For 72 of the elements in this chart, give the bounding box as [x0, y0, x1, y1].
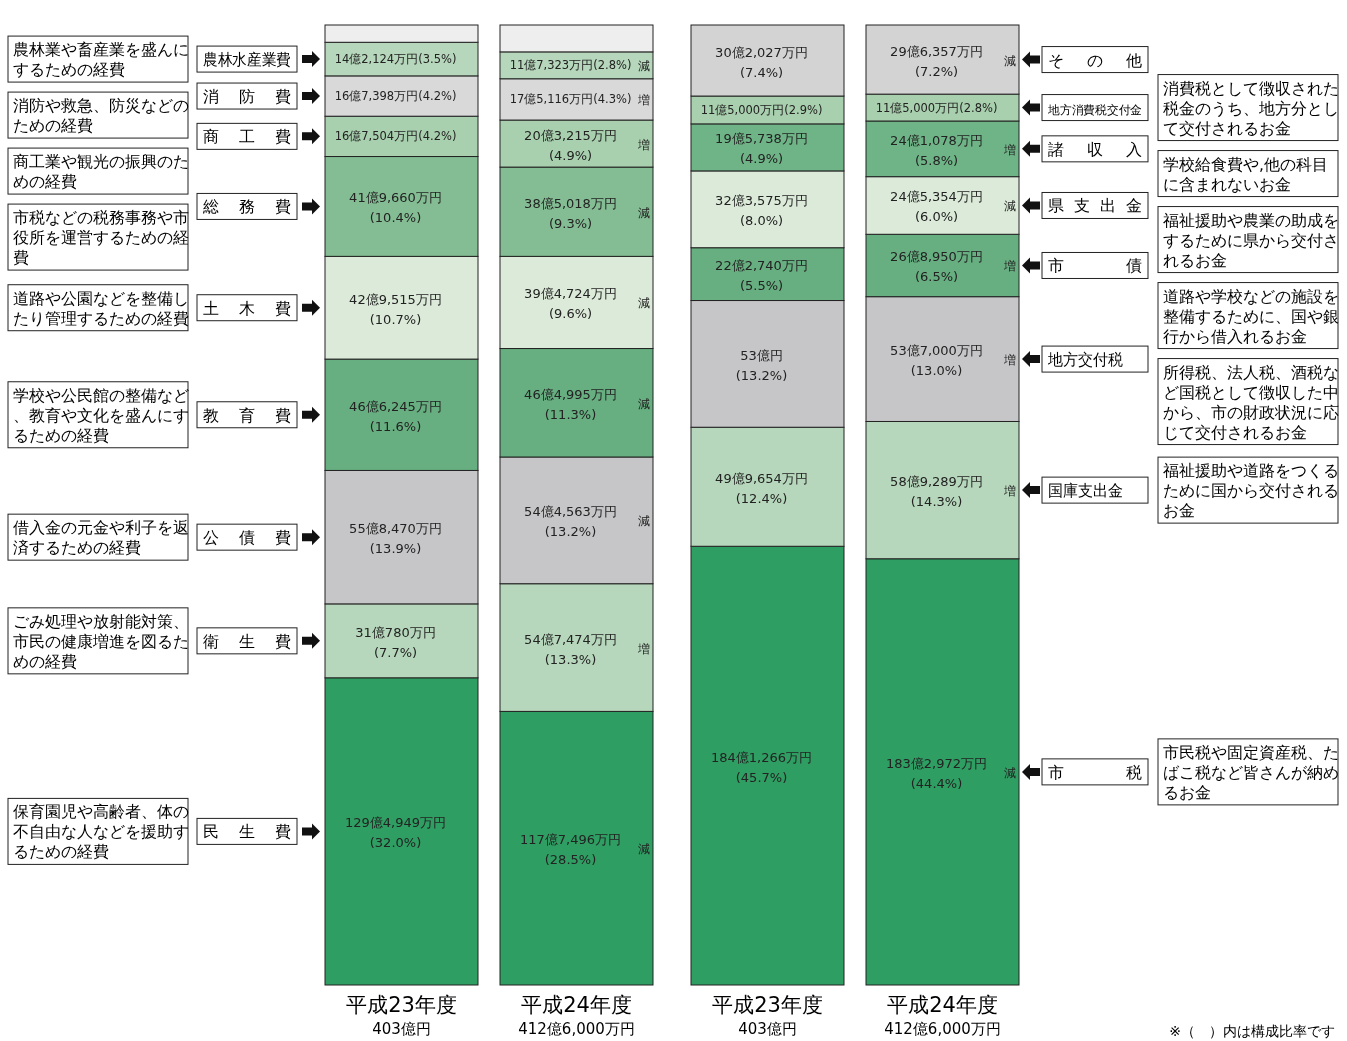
text: 市税などの税務事務や市役所を運営するための経費 — [13, 209, 189, 268]
series-label: 諸収入 — [1048, 139, 1142, 159]
text: 26億8,950万円(6.5%) 増 — [890, 249, 1016, 285]
data-label: 14億2,124万円(3.5%) — [334, 52, 457, 67]
category-label: 平成23年度 403億円 — [346, 993, 457, 1038]
series-label: 地方交付税 — [1047, 350, 1128, 370]
text: 消防や救急、防災などのための経費 — [13, 97, 189, 136]
text: 農林業や畜産業を盛んにするための経費 — [13, 41, 189, 80]
text: 38億5,018万円(9.3%) 減 — [524, 195, 650, 231]
data-label: 49億9,654万円(12.4%) — [715, 470, 808, 506]
text: 58億9,289万円(14.3%) 増 — [890, 474, 1016, 510]
text: 117億7,496万円(28.5%) 減 — [519, 832, 650, 868]
text: 地方消費税交付金 — [1047, 102, 1144, 117]
text: 183億2,972万円(44.4%) 減 — [885, 755, 1016, 791]
text: 53億7,000万円(13.0%) 増 — [890, 343, 1016, 379]
data-label: 11億5,000万円(2.8%) — [875, 100, 998, 115]
data-label: 129億4,949万円(32.0%) — [344, 815, 447, 851]
text: 総務費 — [202, 197, 291, 217]
data-label: 17億5,116万円(4.3%) 増 — [509, 92, 650, 108]
series-label: 市債 — [1048, 256, 1142, 276]
text: 所得税、法人税、酒税など国税として徴収した中から、市の財政状況に応じて交付されるお金 — [1163, 363, 1339, 442]
text: 衛生費 — [203, 631, 291, 651]
data-label: 11億5,000万円(2.9%) — [700, 102, 823, 117]
data-label: 53億円(13.2%) — [735, 347, 788, 383]
data-label: 16億7,504万円(4.2%) — [334, 129, 457, 144]
category-label: 平成23年度 403億円 — [712, 993, 823, 1038]
data-label: 32億3,575万円(8.0%) — [715, 193, 808, 229]
text: 商工費 — [203, 127, 291, 147]
text: 54億7,474万円(13.3%) 増 — [524, 631, 650, 667]
data-label: 42億9,515万円(10.7%) — [349, 291, 442, 327]
text: 福祉援助や農業の助成をするために県から交付されるお金 — [1163, 211, 1339, 270]
text: 道路や学校などの施設を整備するために、国や銀行から借入れるお金 — [1163, 287, 1339, 346]
category-label: 平成24年度 412億6,000万円 — [884, 993, 1001, 1038]
text: 29億6,357万円(7.2%) 減 — [890, 43, 1016, 79]
data-label: 22億2,740万円(5.5%) — [715, 258, 808, 294]
text: 福祉援助や道路をつくるために国から交付されるお金 — [1163, 462, 1339, 521]
text: ※（ ）内は構成比率です — [1169, 1023, 1335, 1039]
text: 24億5,354万円(6.0%) 減 — [890, 189, 1016, 225]
series-label: 農林水産業費 — [203, 50, 299, 70]
text: 消費税として徴収された税金のうち、地方分として交付されるお金 — [1163, 79, 1339, 138]
text: 公債費 — [203, 528, 291, 548]
text: 54億4,563万円(13.2%) 減 — [524, 504, 650, 540]
data-label: 41億9,660万円(10.4%) — [349, 190, 442, 226]
text: 保育園児や高齢者、体の不自由な人などを援助するための経費 — [13, 803, 189, 862]
series-label: 市税 — [1048, 762, 1142, 782]
data-label: 19億5,738万円(4.9%) — [715, 131, 808, 167]
text: 20億3,215万円(4.9%) 増 — [524, 127, 650, 163]
data-label: 46億6,245万円(11.6%) — [349, 398, 442, 434]
text: 商工業や観光の振興のための経費 — [13, 153, 189, 192]
text: 民生費 — [203, 822, 291, 842]
series-label: 国庫支出金 — [1048, 481, 1128, 501]
series-label: 県支出金 — [1048, 196, 1142, 216]
text: 学校給食費や,他の科目に含まれないお金 — [1163, 155, 1328, 194]
text: ごみ処理や放射能対策、市民の健康増進を図るための経費 — [13, 612, 189, 671]
text: 24億1,078万円(5.8%) 増 — [890, 132, 1016, 168]
data-label: 16億7,398万円(4.2%) — [334, 89, 457, 104]
text: 借入金の元金や利子を返済するための経費 — [13, 519, 189, 558]
data-label: 55億8,470万円(13.9%) — [349, 521, 442, 557]
text: 土木費 — [203, 298, 291, 318]
text: 消防費 — [203, 87, 291, 107]
data-label: 30億2,027万円(7.4%) — [715, 44, 808, 80]
text: 学校や公民館の整備など、教育や文化を盛んにするための経費 — [13, 386, 189, 445]
series-label: その他 — [1048, 50, 1142, 70]
text: 教育費 — [203, 405, 291, 425]
text: 市民税や固定資産税、たばこ税など皆さんが納めるお金 — [1163, 743, 1339, 802]
data-label: 31億780万円(7.7%) — [355, 624, 436, 660]
text: 39億4,724万円(9.6%) 減 — [524, 286, 650, 322]
text: 道路や公園などを整備したり管理するための経費 — [13, 289, 189, 328]
data-label: 11億7,323万円(2.8%) 減 — [509, 58, 650, 74]
text: 46億4,995万円(11.3%) 減 — [524, 386, 650, 422]
category-label: 平成24年度 412億6,000万円 — [518, 993, 635, 1038]
data-label: 184億1,266万円(45.7%) — [710, 749, 813, 785]
